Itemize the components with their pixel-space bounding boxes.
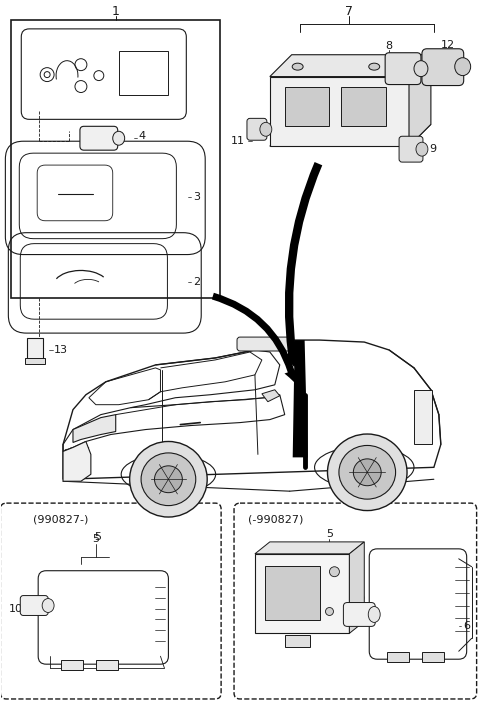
Text: (990827-): (990827-): [33, 514, 89, 524]
Polygon shape: [270, 77, 409, 146]
Ellipse shape: [42, 599, 54, 612]
Bar: [341, 86, 386, 126]
Ellipse shape: [369, 63, 380, 70]
Polygon shape: [293, 340, 308, 458]
Polygon shape: [255, 542, 364, 554]
Text: 8: 8: [385, 41, 393, 51]
Bar: [61, 660, 83, 670]
Text: 5: 5: [326, 529, 333, 539]
Ellipse shape: [327, 434, 407, 510]
Ellipse shape: [414, 60, 428, 77]
Text: 5: 5: [92, 534, 99, 544]
FancyArrowPatch shape: [284, 162, 322, 367]
FancyBboxPatch shape: [237, 337, 293, 351]
Ellipse shape: [416, 143, 428, 156]
Bar: [285, 635, 310, 647]
Bar: [414, 390, 432, 444]
Bar: [255, 554, 349, 633]
Ellipse shape: [130, 442, 207, 517]
Ellipse shape: [113, 131, 125, 145]
Polygon shape: [349, 542, 364, 633]
Ellipse shape: [368, 607, 380, 623]
FancyBboxPatch shape: [399, 136, 423, 162]
FancyBboxPatch shape: [247, 119, 267, 140]
Text: 10: 10: [9, 604, 23, 614]
Ellipse shape: [329, 567, 339, 576]
Text: 6: 6: [464, 621, 471, 631]
Bar: [27, 338, 43, 360]
Bar: [96, 660, 118, 670]
FancyBboxPatch shape: [20, 595, 48, 616]
Ellipse shape: [260, 122, 272, 136]
Text: 1: 1: [112, 6, 120, 18]
Polygon shape: [270, 55, 431, 77]
Bar: [25, 358, 45, 364]
Ellipse shape: [325, 607, 334, 616]
Ellipse shape: [339, 446, 396, 499]
FancyBboxPatch shape: [422, 48, 464, 86]
Text: 4: 4: [139, 131, 146, 141]
Text: 7: 7: [346, 6, 353, 18]
Text: 9: 9: [429, 144, 436, 154]
Text: 10: 10: [352, 594, 366, 604]
Text: (-990827): (-990827): [248, 514, 303, 524]
Text: 3: 3: [193, 192, 200, 202]
Text: 11: 11: [231, 136, 245, 146]
Bar: [285, 86, 329, 126]
Text: 12: 12: [441, 40, 455, 50]
Bar: [265, 566, 320, 621]
Text: 13: 13: [54, 345, 68, 355]
Ellipse shape: [141, 453, 196, 505]
Ellipse shape: [292, 63, 303, 70]
FancyBboxPatch shape: [385, 53, 421, 84]
Polygon shape: [409, 55, 431, 146]
Bar: [422, 652, 444, 662]
Polygon shape: [262, 390, 280, 402]
Ellipse shape: [155, 466, 182, 493]
Ellipse shape: [455, 58, 471, 76]
Bar: [119, 51, 168, 95]
Polygon shape: [63, 442, 91, 482]
FancyBboxPatch shape: [343, 602, 375, 626]
FancyArrowPatch shape: [212, 293, 298, 382]
Polygon shape: [270, 124, 431, 146]
Polygon shape: [73, 415, 116, 442]
Text: 2: 2: [193, 277, 200, 287]
Bar: [387, 652, 409, 662]
Bar: [12, 20, 220, 298]
FancyBboxPatch shape: [80, 126, 118, 150]
Ellipse shape: [353, 459, 381, 486]
Text: 5: 5: [95, 532, 101, 542]
